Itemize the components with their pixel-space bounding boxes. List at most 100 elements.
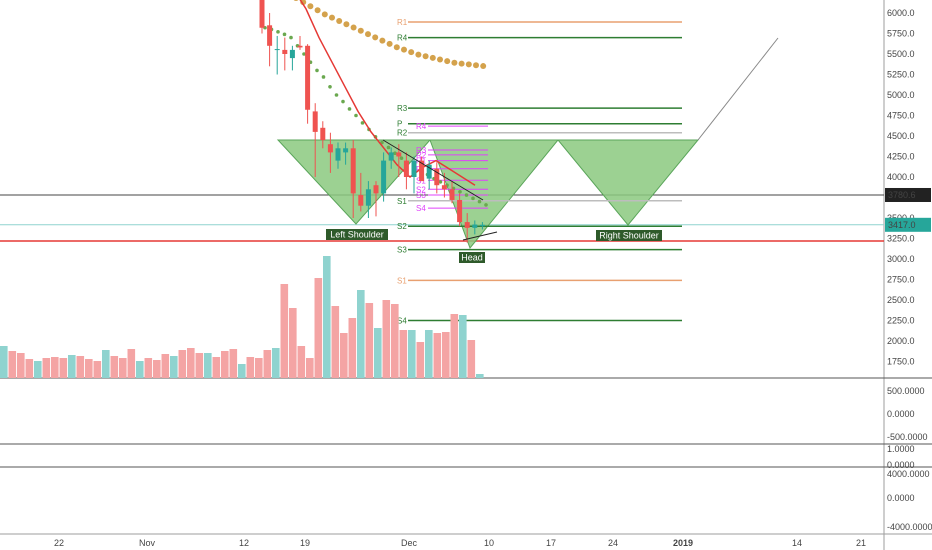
price-tick-label: 1750.0	[887, 357, 915, 367]
pattern-annotations: Left Shoulder Head Right Shoulder	[326, 229, 662, 263]
volume-bar	[136, 361, 144, 378]
annotation-label: Right Shoulder	[599, 231, 659, 241]
price-tick-label: 2000.0	[887, 336, 915, 346]
short-pivot-label: R2	[416, 151, 427, 160]
ema-dot	[357, 27, 364, 34]
time-tick-label: 12	[239, 538, 249, 548]
candle-body	[358, 195, 364, 206]
volume-bar	[425, 330, 433, 378]
volume-bar	[153, 360, 161, 378]
psar-dot	[341, 99, 345, 104]
time-tick-label: 17	[546, 538, 556, 548]
candle-body	[381, 160, 387, 194]
candle-body	[457, 199, 463, 223]
psar-dot	[276, 30, 280, 34]
volume-bar	[280, 284, 289, 378]
psar-dot	[289, 35, 293, 40]
time-axis-labels[interactable]: 22 Nov 12 19 Dec 10 17 24 2019 14 21	[54, 538, 866, 548]
volume-bar	[178, 350, 187, 378]
candle-body	[479, 224, 485, 227]
volume-bar	[170, 356, 178, 378]
volume-bar	[42, 358, 51, 378]
psar-dot	[393, 151, 397, 156]
price-badges: 3780.6 3417.0	[885, 187, 931, 232]
candle-body	[327, 144, 333, 153]
time-tick-label: 22	[54, 538, 64, 548]
oscillator-1-tick-label: -500.0000	[887, 432, 928, 442]
volume-bar	[0, 346, 8, 378]
price-tick-label: 5750.0	[887, 29, 915, 39]
volume-bar	[144, 358, 153, 378]
candle-body	[434, 168, 440, 186]
psar-dot	[360, 121, 365, 125]
price-badge-label: 3417.0	[888, 220, 916, 230]
oscillator-3-tick-label: 0.0000	[887, 493, 915, 503]
pivot-level-label: S1	[397, 197, 407, 206]
ema-dot	[429, 54, 436, 61]
volume-bar	[85, 359, 93, 378]
volume-bar	[68, 355, 76, 378]
volume-bar	[399, 330, 408, 378]
volume-bar	[51, 357, 59, 378]
ema-dots	[293, 0, 487, 70]
psar-dot	[302, 52, 306, 56]
ema-dot	[422, 53, 429, 60]
price-tick-label: 2750.0	[887, 275, 915, 285]
volume-bar	[246, 357, 255, 378]
pivot-level-label: R2	[397, 129, 408, 138]
ema-dot	[307, 3, 314, 10]
ema-dot	[465, 61, 472, 68]
ema-dot	[329, 14, 335, 21]
volume-bar	[161, 354, 170, 378]
oscillator-axis-labels: 500.00000.0000-500.00001.00000.00004000.…	[887, 386, 932, 532]
ema-dot	[336, 17, 343, 24]
volume-bar	[374, 328, 382, 378]
volume-bar	[127, 349, 136, 378]
annotation-label-bg	[596, 230, 662, 241]
psar-dot	[458, 189, 462, 194]
psar-dot	[334, 93, 339, 97]
short-pivot-label: P	[416, 165, 421, 174]
oscillator-2-tick-label: 1.0000	[887, 444, 915, 454]
volume-bar	[382, 300, 391, 378]
volume-bar	[297, 346, 306, 378]
price-tick-label: 4250.0	[887, 152, 915, 162]
volume-bar	[365, 303, 374, 378]
volume-bar	[340, 333, 348, 378]
time-tick-label: 24	[608, 538, 618, 548]
candle-body	[289, 49, 295, 59]
ema-dot	[458, 60, 465, 67]
volume-bar	[263, 350, 272, 378]
candle-body	[305, 45, 311, 110]
candle-body	[373, 185, 379, 194]
time-tick-label: Nov	[139, 538, 156, 548]
volume-bar	[450, 314, 459, 378]
price-tick-label: 5000.0	[887, 90, 915, 100]
volume-bar	[102, 350, 110, 378]
psar-dot	[347, 107, 352, 111]
volume-bar	[119, 358, 127, 378]
volume-bar	[476, 374, 484, 378]
short-pivot-label: S2	[416, 185, 426, 194]
candle-body	[403, 160, 409, 177]
candle-body	[267, 25, 273, 46]
candle-body	[441, 185, 447, 190]
candle-body	[282, 49, 288, 54]
volume-bar	[17, 353, 25, 378]
volume-bar	[34, 361, 42, 378]
volume-bar	[76, 356, 85, 378]
volume-bar	[408, 330, 416, 378]
time-tick-label: 21	[856, 538, 866, 548]
price-tick-label: 3250.0	[887, 234, 915, 244]
candle-body	[259, 0, 265, 28]
volume-bar	[204, 353, 212, 378]
volume-bar	[442, 332, 450, 378]
trend-lines[interactable]	[382, 139, 498, 241]
price-badge-bg	[885, 217, 931, 232]
candlesticks	[259, 0, 485, 243]
volume-bar	[229, 349, 238, 378]
pivot-level-label: P	[397, 120, 402, 129]
price-tick-label: 4000.0	[887, 172, 915, 182]
annotation-label-bg	[326, 229, 388, 240]
